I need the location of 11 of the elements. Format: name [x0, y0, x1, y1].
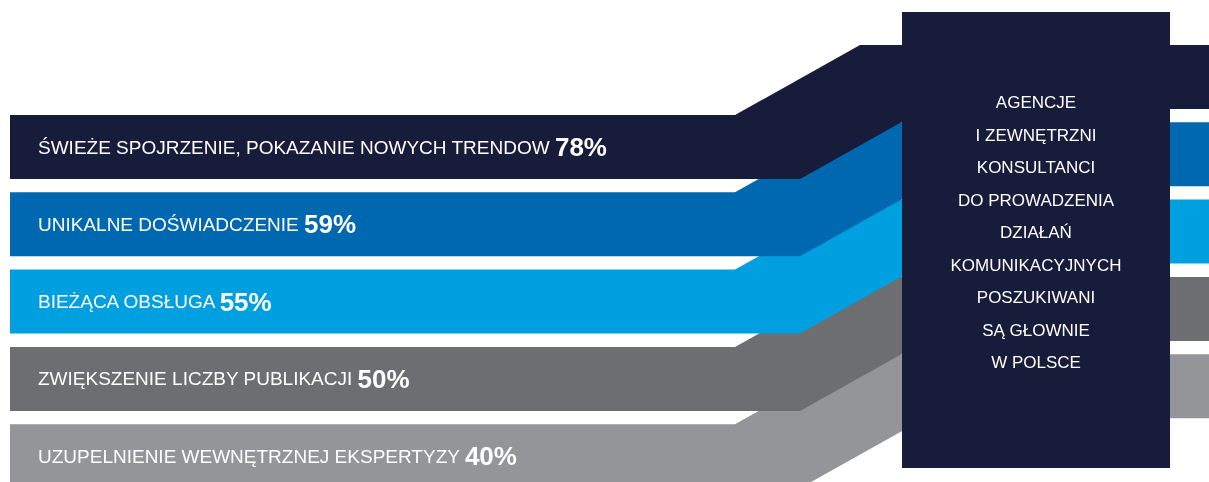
category-label: UNIKALNE DOŚWIADCZENIE: [38, 213, 299, 235]
category-label: ŚWIEŻE SPOJRZENIE, POKAZANIE NOWYCH TRENDOW: [38, 136, 550, 158]
data-label: 59%: [304, 209, 357, 240]
category-label: ZWIĘKSZENIE LICZBY PUBLIKACJI: [38, 368, 353, 390]
data-label: 50%: [357, 363, 410, 394]
text: AGENCJE I ZEWNĘTRZNI KONSULTANCI DO PROWADZENIA DZIAŁAŃ KOMUNIKACYJNYCH POSZUKIWANI SĄ GŁOWNIE W POLSCE: [950, 93, 1122, 372]
category-label: UZUPELNIENIE WEWNĘTRZNEJ EKSPERTYZY: [38, 445, 460, 467]
category-label: BIEŻĄCA OBSŁUGA: [38, 291, 215, 313]
data-label: 40%: [464, 441, 517, 472]
data-label: 78%: [554, 132, 607, 162]
data-label: 55%: [219, 286, 272, 317]
